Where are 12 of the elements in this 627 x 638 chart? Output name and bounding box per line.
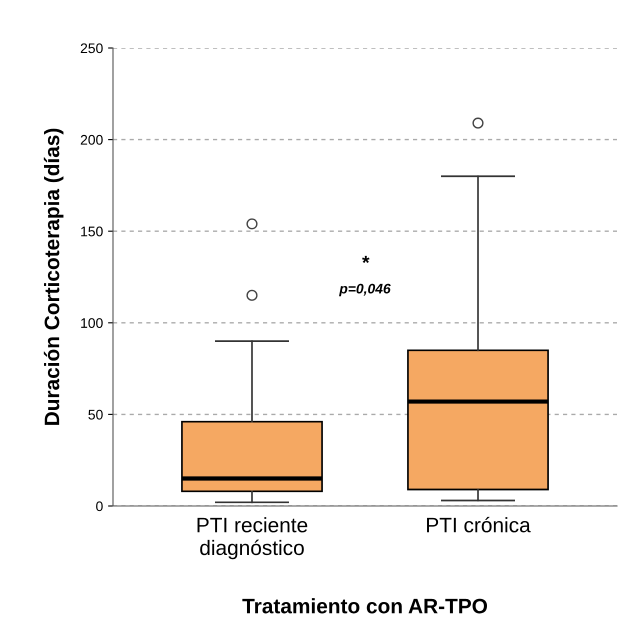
x-tick-label: PTI reciente diagnóstico — [198, 517, 308, 560]
y-tick-label: 100 — [81, 318, 103, 328]
annotation: * — [362, 256, 370, 264]
y-tick-label: 250 — [80, 43, 103, 54]
y-tick-label: 0 — [96, 501, 103, 512]
y-tick-label: 50 — [88, 410, 103, 420]
y-tick-label: 200 — [80, 134, 103, 145]
annotation: p=0,046 — [339, 284, 391, 296]
y-tick-label: 150 — [81, 226, 103, 236]
y-axis-title: Duración Corticoterapia (días) — [44, 128, 64, 425]
x-tick-label: PTI crónica — [427, 516, 531, 532]
x-axis-title: Tratamiento con AR-TPO — [242, 598, 488, 614]
